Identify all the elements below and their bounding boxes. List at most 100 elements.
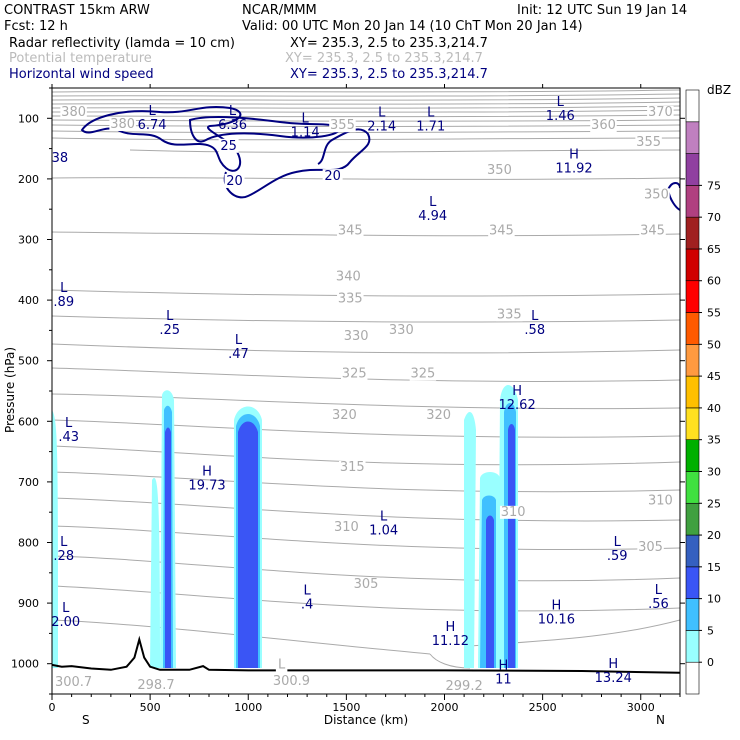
- wind-extremum-marker: H: [445, 620, 455, 635]
- wind-extremum-marker: H: [512, 384, 522, 399]
- wind-extremum-value: 1.46: [546, 109, 575, 124]
- field-wind-name: Horizontal wind speed: [9, 67, 154, 82]
- theta-label-bg: [409, 367, 437, 381]
- wind-extremum-value: .89: [53, 295, 74, 310]
- wind-contour-label-bg: [218, 138, 239, 153]
- colorbar-level-label: 40: [707, 402, 721, 415]
- x-tick-label: 1000: [234, 701, 262, 714]
- reflectivity-cell-3: [234, 406, 262, 668]
- theta-label: 350: [644, 187, 669, 202]
- wind-extremum-value: 1.04: [369, 524, 398, 539]
- colorbar-level-label: 20: [707, 529, 721, 542]
- theta-label: 320: [426, 408, 451, 423]
- x-tick-label: 2000: [431, 701, 459, 714]
- wind-extremum-value: .25: [159, 323, 180, 338]
- wind-extremum-marker: L: [148, 104, 156, 119]
- y-tick-label: 400: [18, 294, 39, 307]
- colorbar-segment: [685, 89, 700, 123]
- y-tick-label: 100: [18, 112, 39, 125]
- wind-extremum-marker: L: [229, 104, 237, 119]
- theta-label-bg: [643, 188, 670, 202]
- theta-label: 310: [334, 520, 359, 535]
- theta-label: 310: [501, 505, 526, 520]
- theta-label: 380: [61, 105, 86, 120]
- colorbar-segment: [685, 248, 700, 282]
- colorbar-segment: [685, 121, 700, 154]
- theta-label: 305: [354, 577, 379, 592]
- theta-label-bg: [496, 308, 523, 322]
- colorbar-level-label: 60: [707, 275, 721, 288]
- colorbar-level-label: 30: [707, 465, 721, 478]
- wind-extremum-marker: H: [202, 465, 212, 480]
- theta-label: 325: [342, 367, 367, 382]
- colorbar-level-label: 0: [707, 656, 714, 669]
- y-axis: 100 200 300 400 500 600 700 800 900 1000: [11, 87, 685, 695]
- colorbar-segment: [685, 439, 700, 472]
- y-tick-label: 500: [18, 355, 39, 368]
- theta-label: 300.9: [273, 674, 310, 689]
- wind-extremum-marker: L: [378, 105, 386, 120]
- wind-contours: [80, 106, 680, 211]
- colorbar-level-label: 45: [707, 370, 721, 383]
- theta-label-bg: [342, 330, 370, 344]
- y-tick-label: 200: [18, 173, 39, 186]
- wind-extremum-marker: L: [531, 309, 539, 324]
- theta-label-bg: [329, 119, 356, 133]
- wind-contour-label: 20: [324, 169, 341, 184]
- wind-contour-label-bg: [322, 169, 343, 184]
- theta-label: 305: [638, 540, 663, 555]
- theta-label: 310: [648, 493, 673, 508]
- colorbar-level-label: 5: [707, 624, 714, 637]
- colorbar-segment: [685, 185, 700, 218]
- y-tick-label: 1000: [11, 658, 39, 671]
- colorbar-level-label: 35: [707, 434, 721, 447]
- wind-contour-labels: 25 20 20 38: [49, 138, 343, 189]
- wind-extremum-marker: L: [380, 510, 388, 525]
- theta-label: 315: [340, 460, 365, 475]
- wind-extremum-marker: H: [498, 659, 508, 674]
- wind-extremum-marker: L: [62, 601, 70, 616]
- wind-extremum-marker: L: [427, 105, 435, 120]
- model-title: CONTRAST 15km ARW: [4, 3, 150, 18]
- theta-label: 360: [591, 118, 616, 133]
- theta-label-bg: [109, 117, 136, 131]
- y-tick-label: 900: [18, 597, 39, 610]
- theta-label-bg: [275, 658, 288, 672]
- wind-contour-label-bg: [49, 150, 70, 165]
- wind-contour-label: 25: [220, 139, 237, 154]
- theta-label: 380: [110, 117, 135, 132]
- colorbar-segment: [685, 375, 700, 409]
- endpoint-right: N: [656, 713, 665, 727]
- wind-extremum-value: 11.12: [432, 634, 469, 649]
- theta-label: 370: [648, 105, 673, 120]
- x-tick-label: 3000: [627, 701, 655, 714]
- colorbar-level-label: 65: [707, 243, 721, 256]
- theta-label: 335: [497, 307, 522, 322]
- wind-extremum-marker: L: [614, 535, 622, 550]
- theta-label: 330: [344, 329, 369, 344]
- colorbar-level-label: 70: [707, 211, 721, 224]
- theta-label: L: [278, 658, 286, 673]
- theta-label-bg: [135, 679, 177, 693]
- theta-labels: 380 380 355 360 370 355 350 350 345 345 345 340 335 3…: [52, 105, 674, 694]
- theta-label: 345: [640, 224, 665, 239]
- wind-extremum-value: 2.00: [51, 615, 80, 630]
- theta-label-bg: [647, 494, 674, 508]
- colorbar-level-label: 25: [707, 497, 721, 510]
- colorbar-segment: [685, 598, 700, 631]
- wind-extremum-value: .59: [607, 549, 628, 564]
- colorbar-level-label: 10: [707, 593, 721, 606]
- theta-label: 325: [410, 367, 435, 382]
- wind-extremum-value: 12.62: [499, 398, 536, 413]
- wind-extremum-value: 2.14: [367, 119, 396, 134]
- wind-extremum-value: .43: [58, 430, 79, 445]
- colorbar-level-label: 50: [707, 338, 721, 351]
- theta-label-bg: [443, 679, 485, 693]
- theta-label-bg: [270, 674, 313, 688]
- x-axis: 0 500 1000 1500 2000 2500 3000: [49, 84, 681, 714]
- theta-label-bg: [488, 224, 515, 238]
- wind-contour-label-bg: [224, 173, 245, 188]
- reflectivity-cell-1: [52, 410, 58, 668]
